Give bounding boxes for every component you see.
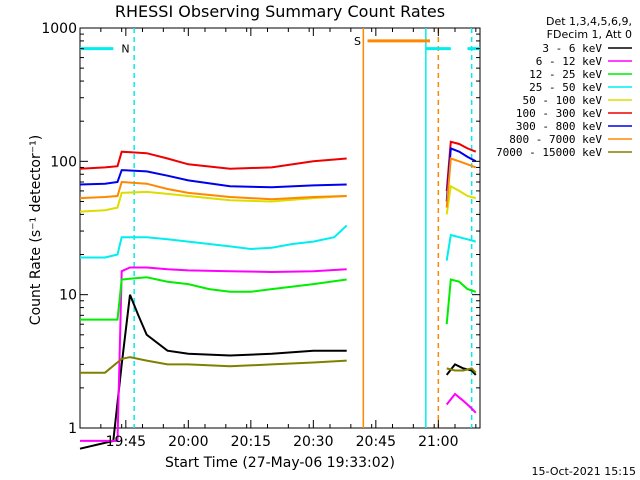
- series-300-800keV: [79, 146, 477, 202]
- y-axis: 1 10 100 1000: [41, 21, 480, 437]
- x-tick-label: 20:45: [356, 434, 396, 450]
- y-tick-label: 1000: [41, 21, 77, 37]
- x-tick-label: 19:45: [106, 434, 146, 450]
- legend-label: 7000 - 15000 keV: [496, 146, 602, 159]
- y-axis-label: Count Rate (s⁻¹ detector⁻¹): [28, 135, 44, 325]
- series-line: [80, 224, 348, 259]
- flag-label: N: [121, 43, 129, 56]
- legend-label: 25 - 50 keV: [529, 81, 602, 94]
- x-tick-label: 20:30: [293, 434, 333, 450]
- legend-label: 300 - 800 keV: [516, 120, 602, 133]
- series-line: [445, 278, 477, 325]
- series-line: [445, 184, 477, 215]
- series-line: [79, 169, 347, 189]
- legend-label: 12 - 25 keV: [529, 68, 602, 81]
- series-line: [79, 150, 347, 170]
- series-6-12keV: [80, 266, 477, 442]
- series-line: [80, 276, 347, 321]
- series-line: [79, 294, 347, 450]
- legend: Det 1,3,4,5,6,9, FDecim 1, Att 0 3 - 6 k…: [496, 15, 632, 159]
- series-50-100keV: [79, 184, 477, 215]
- legend-label: 3 - 6 keV: [542, 42, 602, 55]
- legend-header-line-2: FDecim 1, Att 0: [547, 28, 632, 41]
- x-tick-label: 21:00: [418, 434, 458, 450]
- plot-area: NS: [79, 27, 481, 450]
- y-tick-label: 1: [68, 421, 77, 437]
- series-line: [80, 266, 347, 442]
- series-25-50keV: [80, 224, 477, 261]
- y-tick-label: 100: [50, 154, 77, 170]
- series-3-6keV: [79, 294, 477, 450]
- series-line: [80, 356, 347, 374]
- footer-timestamp: 15-Oct-2021 15:15: [532, 465, 636, 478]
- y-tick-label: 10: [59, 288, 77, 304]
- x-tick-label: 20:15: [231, 434, 271, 450]
- legend-label: 100 - 300 keV: [516, 107, 602, 120]
- plot-frame: [79, 27, 481, 429]
- series-line: [445, 392, 477, 414]
- x-axis: 19:45 20:00 20:15 20:30 20:45 21:00: [79, 28, 477, 450]
- series-line: [445, 233, 477, 261]
- series-800-7000keV: [79, 157, 477, 208]
- series-line: [446, 367, 477, 374]
- series-7000-15000keV: [80, 356, 477, 374]
- legend-label: 800 - 7000 keV: [509, 133, 602, 146]
- legend-label: 6 - 12 keV: [536, 55, 603, 68]
- legend-label: 50 - 100 keV: [523, 94, 603, 107]
- series-line: [79, 190, 347, 213]
- flag-label: S: [354, 35, 361, 48]
- x-axis-label: Start Time (27-May-06 19:33:02): [165, 455, 395, 471]
- series-12-25keV: [80, 276, 477, 325]
- series-line: [445, 157, 477, 208]
- legend-header-line-1: Det 1,3,4,5,6,9,: [546, 15, 632, 28]
- series-line: [445, 363, 477, 376]
- x-tick-label: 20:00: [168, 434, 208, 450]
- chart-title: RHESSI Observing Summary Count Rates: [115, 2, 445, 21]
- series-line: [79, 180, 347, 201]
